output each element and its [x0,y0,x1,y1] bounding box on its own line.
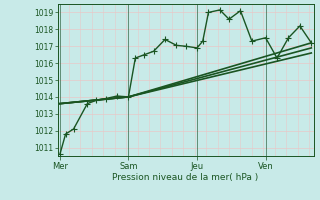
X-axis label: Pression niveau de la mer( hPa ): Pression niveau de la mer( hPa ) [112,173,259,182]
